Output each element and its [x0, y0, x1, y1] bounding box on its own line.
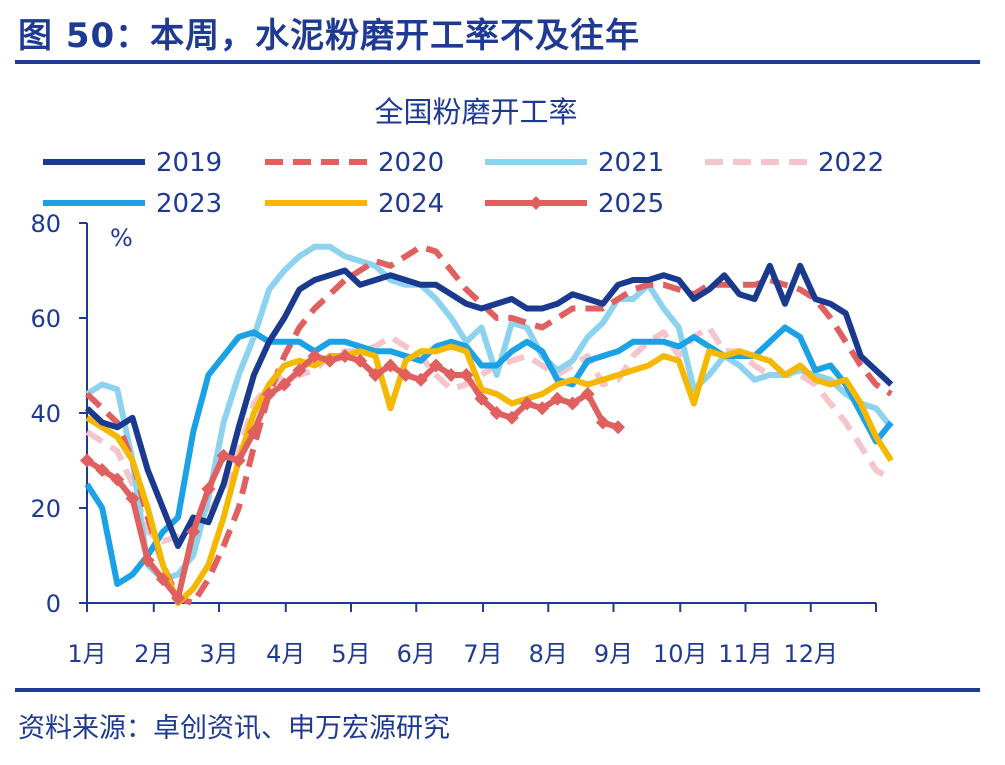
- series-marker-2025: [520, 396, 535, 411]
- source-divider: [15, 688, 980, 692]
- series-marker-2025: [125, 491, 140, 506]
- series-line-2022: [85, 324, 893, 545]
- series-marker-2025: [428, 358, 443, 373]
- series-marker-2025: [489, 406, 504, 420]
- series-marker-2025: [565, 396, 580, 411]
- x-tick-label: 1月: [67, 640, 106, 668]
- series-line-2024: [85, 343, 894, 606]
- x-tick-label: 5月: [331, 640, 370, 668]
- series-marker-2025: [246, 425, 261, 439]
- y-tick-label: 80: [30, 210, 61, 238]
- series-marker-2025: [201, 482, 216, 496]
- x-tick-label: 8月: [529, 640, 568, 668]
- series-marker-2025: [595, 415, 610, 430]
- y-axis-unit: %: [110, 224, 133, 252]
- source-note: 资料来源：卓创资讯、申万宏源研究: [18, 713, 450, 744]
- y-tick-label: 0: [46, 590, 61, 618]
- series-line-2020: [84, 243, 893, 606]
- series-marker-2025: [504, 410, 519, 425]
- x-tick-label: 12月: [783, 640, 838, 668]
- legend: 2019 2020 2021 2022 2023 2024 2025: [43, 148, 884, 219]
- series-marker-2025: [186, 524, 201, 539]
- series-line-2021: [85, 243, 894, 583]
- legend-label-2019: 2019: [156, 148, 222, 178]
- chart-title: 全国粉磨开工率: [374, 95, 577, 129]
- x-tick-label: 11月: [718, 640, 773, 668]
- series-marker-2025: [171, 591, 186, 606]
- x-tick-label: 10月: [653, 640, 708, 668]
- series-marker-2025: [307, 349, 322, 363]
- series-marker-2025: [292, 363, 307, 378]
- y-tick-label: 60: [30, 305, 61, 333]
- legend-label-2025: 2025: [598, 189, 664, 219]
- series-line-2023: [84, 324, 894, 587]
- x-tick-label: 3月: [199, 640, 238, 668]
- legend-label-2024: 2024: [378, 189, 444, 219]
- series-marker-2025: [580, 387, 595, 401]
- x-tick-label: 2月: [134, 640, 173, 668]
- figure-title: 图 50：本周，水泥粉磨开工率不及往年: [18, 16, 641, 56]
- legend-marker-2025: [529, 196, 543, 210]
- y-tick-label: 40: [30, 400, 61, 428]
- axes: 0 20 40 60 80 1月 2月 3月 4月 5月 6月 7月 8月 9月 10月 11月 12月: [30, 210, 877, 668]
- x-tick-label: 4月: [266, 640, 305, 668]
- series-marker-2025: [550, 391, 565, 406]
- series-marker-2025: [413, 372, 428, 387]
- series-line-2019: [84, 262, 894, 549]
- series-marker-2025: [398, 368, 413, 382]
- legend-label-2021: 2021: [598, 148, 664, 178]
- x-tick-label: 7月: [463, 640, 502, 668]
- series-marker-2025: [611, 420, 626, 435]
- legend-label-2023: 2023: [156, 189, 222, 219]
- series-marker-2025: [337, 349, 352, 363]
- series-marker-2025: [277, 377, 292, 392]
- series-marker-2025: [262, 387, 277, 401]
- series-marker-2025: [216, 448, 231, 463]
- series-marker-2025: [444, 368, 459, 382]
- series-marker-2025: [459, 368, 474, 382]
- series-marker-2025: [95, 463, 110, 477]
- series-marker-2025: [140, 553, 155, 568]
- series-marker-2025: [155, 572, 170, 587]
- line-chart: 全国粉磨开工率 2019 2020 2021 2022 2023 2024 2025 0 20…: [30, 95, 894, 668]
- legend-label-2022: 2022: [818, 148, 884, 178]
- legend-label-2020: 2020: [378, 148, 444, 178]
- title-divider: [15, 60, 980, 64]
- series-marker-2025: [110, 472, 125, 487]
- series-marker-2025: [368, 368, 383, 382]
- series-marker-2025: [80, 453, 94, 468]
- series-lines: [80, 243, 894, 606]
- series-marker-2025: [535, 401, 550, 416]
- series-marker-2025: [322, 353, 337, 368]
- x-tick-label: 9月: [594, 640, 633, 668]
- series-marker-2025: [231, 453, 246, 468]
- x-tick-label: 6月: [397, 640, 436, 668]
- series-marker-2025: [383, 358, 398, 373]
- y-tick-label: 20: [30, 495, 61, 523]
- series-marker-2025: [474, 391, 489, 406]
- series-marker-2025: [353, 353, 368, 368]
